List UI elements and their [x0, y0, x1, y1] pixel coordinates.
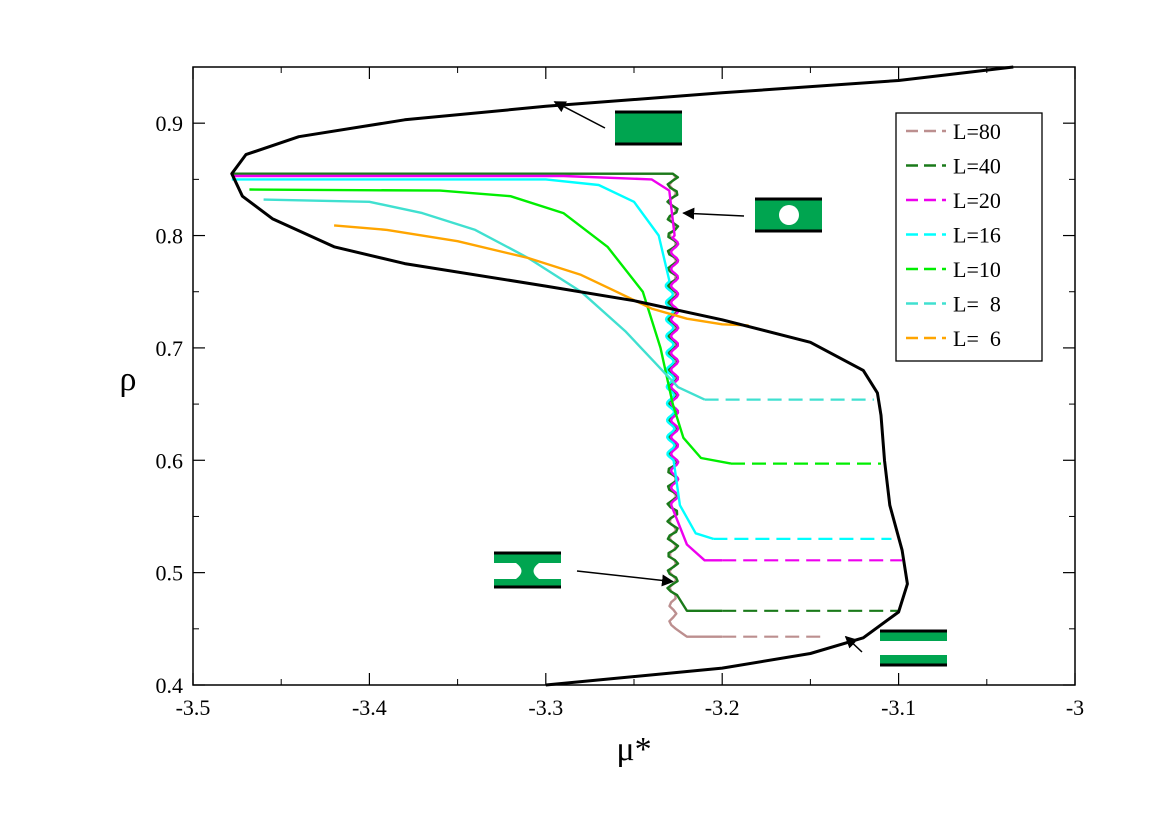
bulk-curve: [230, 65, 1014, 687]
bubble-icon: [755, 197, 822, 233]
y-tick-label: 0.9: [156, 111, 184, 136]
filled-slab-icon: [615, 110, 682, 146]
legend-label: L=16: [953, 223, 1001, 248]
x-tick-label: -3.2: [705, 695, 740, 720]
y-tick-label: 0.5: [156, 561, 184, 586]
filled-slab-arrow: [553, 101, 606, 129]
legend-label: L= 8: [953, 292, 1001, 317]
series-20-line: [231, 174, 723, 562]
y-tick-label: 0.8: [156, 224, 184, 249]
y-tick-label: 0.4: [156, 673, 184, 698]
legend-label: L=40: [953, 154, 1001, 179]
bridge-icon: [494, 551, 561, 589]
legend-label: L=10: [953, 257, 1001, 282]
annotations: [494, 101, 947, 667]
y-tick-label: 0.6: [156, 448, 184, 473]
bridge-arrow: [576, 570, 675, 587]
legend-label: L=20: [953, 188, 1001, 213]
bubble-arrow: [682, 207, 745, 220]
legend-label: L= 6: [953, 326, 1001, 351]
empty-slit-arrow: [844, 635, 863, 653]
series-6-line: [333, 224, 749, 327]
legend-label: L=80: [953, 119, 1001, 144]
x-tick-label: -3.1: [881, 695, 916, 720]
x-tick-label: -3.3: [528, 695, 563, 720]
y-axis-title: ρ: [120, 361, 137, 398]
y-tick-label: 0.7: [156, 336, 184, 361]
axes: -3.5 -3.4 -3.3 -3.2 -3.1 -3 0.4 0.5 0.6 0.7 0.8 0.9: [156, 67, 1084, 720]
series-10-line: [249, 188, 732, 465]
legend: L=80 L=40 L=20 L=16 L=10 L= 8 L= 6: [895, 112, 1043, 362]
x-tick-label: -3.5: [176, 695, 211, 720]
x-axis-title: μ*: [616, 731, 651, 768]
plot-area: [230, 65, 1014, 687]
x-tick-label: -3.4: [352, 695, 387, 720]
series-16-line: [231, 178, 714, 541]
legend-box: [895, 112, 1043, 362]
empty-slit-icon: [880, 629, 947, 667]
x-tick-label: -3: [1066, 695, 1084, 720]
series-8-line: [263, 198, 706, 401]
